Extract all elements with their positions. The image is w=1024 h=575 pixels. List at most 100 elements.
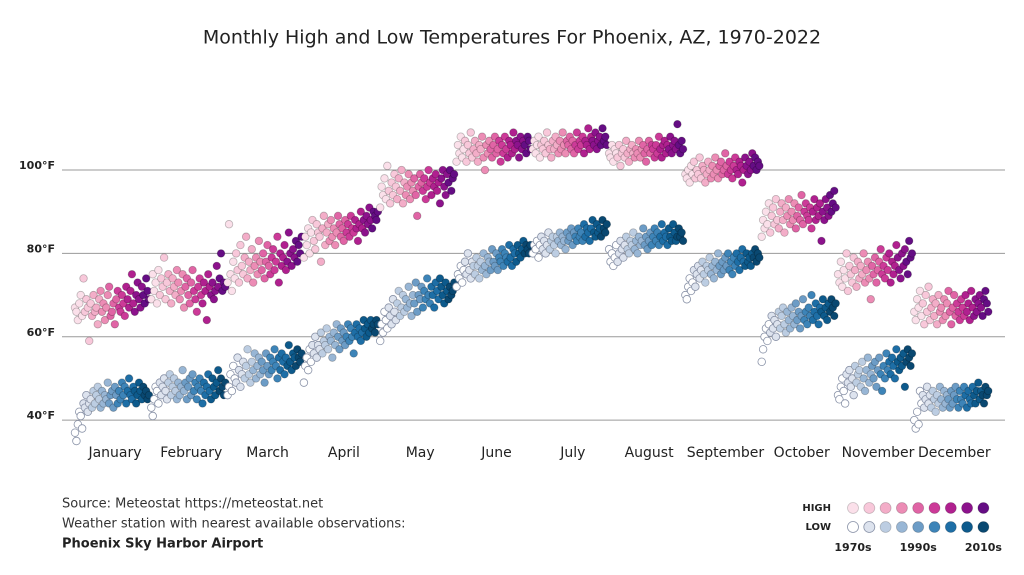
point [584,124,593,133]
point [887,353,897,362]
point [407,311,416,321]
point [318,349,327,358]
point [766,228,775,237]
legend-swatch [977,502,990,514]
point [922,382,932,392]
point [312,353,321,362]
point [77,424,87,433]
y-tick-label: 100°F [19,159,55,172]
point [404,282,413,291]
point [931,407,940,417]
point [450,169,459,179]
y-tick-label: 40°F [27,409,55,422]
point [328,353,337,362]
point [961,290,970,300]
point [602,220,611,229]
point [949,290,959,300]
point [561,245,570,254]
point [473,157,483,166]
point [931,299,940,308]
point [435,199,445,208]
point [172,265,182,275]
station-note: Weather station with nearest available o… [62,517,406,532]
point [107,307,117,316]
point [462,157,471,166]
point [260,378,269,387]
legend-swatch [912,521,925,533]
point [413,211,422,221]
legend-tick: 1970s [834,541,872,554]
point [944,286,953,296]
point [843,286,853,296]
point [181,282,190,291]
legend-swatch [879,521,892,533]
point [836,257,846,266]
point [716,157,726,166]
point [904,236,914,246]
point [982,299,992,308]
point [601,132,610,141]
point [186,278,196,287]
point [293,257,302,266]
point [981,286,990,296]
point [192,395,202,404]
point [840,399,850,408]
point [212,261,221,271]
point [453,140,463,150]
point [370,328,380,337]
point [76,290,85,300]
point [447,186,456,196]
point [705,253,714,262]
point [376,203,385,212]
point [127,270,137,279]
point [204,270,213,279]
point [322,228,331,237]
point [641,157,651,166]
point [302,240,311,250]
point [774,224,783,233]
point [393,195,402,204]
legend-label: HIGH [802,503,831,514]
point [383,161,392,171]
point [890,374,900,383]
point [323,345,333,354]
point [839,265,848,275]
y-tick-label: 80°F [27,242,55,255]
legend-swatch [928,502,941,514]
point [889,270,898,279]
point [356,207,366,216]
point [257,265,266,275]
point [159,253,169,262]
point [427,190,436,200]
point [466,128,475,137]
point [639,224,648,233]
point [120,311,130,321]
point [962,307,972,316]
point [822,315,832,325]
point [624,157,634,166]
point [875,353,884,362]
point [316,328,326,337]
point [534,253,543,262]
point [852,282,861,291]
point [231,249,241,258]
point [452,282,461,291]
point [413,307,422,316]
point [93,320,102,329]
point [147,295,156,304]
point [376,336,385,346]
point [682,295,692,304]
point [542,128,552,137]
point [241,361,251,371]
point [463,140,473,150]
point [75,299,84,308]
point [912,407,922,417]
point [803,320,812,329]
x-tick-label: July [559,445,585,461]
legend-swatch [847,521,859,533]
point [601,228,610,237]
point [979,399,989,408]
point [110,320,120,329]
point [148,411,157,421]
point [131,399,141,408]
